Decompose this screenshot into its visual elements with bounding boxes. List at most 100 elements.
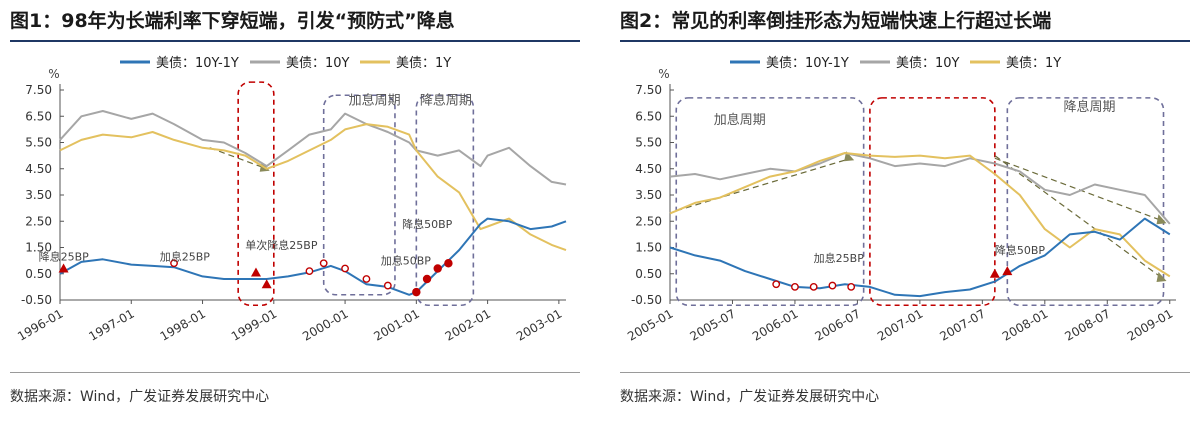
rate-cut-marker: [989, 268, 1000, 278]
y-tick-label: 7.50: [635, 83, 662, 97]
rate-hike-marker: [319, 259, 328, 268]
y-tick-label: 2.50: [25, 214, 52, 228]
y-tick-label: -0.50: [631, 293, 662, 307]
x-tick-label: 1999-01: [229, 306, 279, 343]
legend-label: 美债：10Y-1Y: [766, 56, 849, 71]
y-tick-label: 3.50: [635, 188, 662, 202]
trend-arrowhead: [1156, 272, 1167, 282]
rate-hike-marker: [383, 281, 392, 290]
x-tick-label: 2006-01: [750, 306, 800, 343]
rate-cut-marker: [433, 264, 442, 273]
series-line: [59, 217, 567, 296]
rate-change-label: 单次降息25BP: [245, 238, 318, 252]
x-tick-label: 2005-07: [688, 306, 738, 343]
y-tick-label: 2.50: [635, 214, 662, 228]
y-tick-label: 0.50: [635, 267, 662, 281]
rate-hike-marker: [772, 280, 781, 289]
y-tick-label: 6.50: [635, 109, 662, 123]
title-rule: [620, 40, 1190, 42]
chart-panel-right: 图2：常见的利率倒挂形态为短端快速上行超过长端 美债：10Y-1Y 美债：10Y 美…: [620, 0, 1200, 430]
cycle-highlight-box: [869, 97, 996, 307]
rate-cut-marker: [412, 287, 421, 297]
legend-label: 美债：1Y: [396, 56, 451, 71]
rate-hike-marker: [809, 282, 818, 291]
cycle-label: 加息周期: [349, 92, 401, 108]
rate-cut-marker: [422, 274, 432, 284]
x-tick-label: 2008-01: [1000, 306, 1050, 343]
y-tick-label: 1.50: [25, 241, 52, 255]
x-tick-label: 2008-07: [1062, 306, 1112, 343]
x-tick-label: 2002-01: [443, 306, 493, 343]
cycle-highlight-box: [322, 94, 396, 296]
x-tick-label: 2007-07: [937, 306, 987, 343]
cycle-label: 降息周期: [420, 92, 472, 108]
source-rule: [10, 372, 580, 373]
series-line: [59, 110, 567, 186]
cycle-highlight-box: [415, 94, 475, 307]
series-line: [669, 152, 1171, 278]
source-note: 数据来源：Wind，广发证券发展研究中心: [10, 389, 270, 405]
y-tick-label: 4.50: [25, 162, 52, 176]
x-tick-label: 2006-07: [812, 306, 862, 343]
source-note: 数据来源：Wind，广发证券发展研究中心: [620, 389, 880, 405]
x-tick-label: 2007-01: [875, 306, 925, 343]
x-tick-label: 2003-01: [514, 306, 564, 343]
chart-panel-left: 图1：98年为长端利率下穿短端，引发“预防式”降息 美债：10Y-1Y 美债：10…: [10, 0, 592, 430]
y-tick-label: 5.50: [635, 136, 662, 150]
rate-change-label: 降息50BP: [995, 243, 1046, 257]
cycle-highlight-box: [237, 81, 275, 307]
trend-arrow: [676, 157, 852, 212]
trend-arrow: [994, 157, 1164, 222]
chart-title: 图2：常见的利率倒挂形态为短端快速上行超过长端: [620, 10, 1052, 32]
x-tick-label: 2009-01: [1125, 306, 1175, 343]
trend-arrow: [209, 147, 267, 170]
rate-hike-marker: [362, 275, 371, 283]
legend-label: 美债：10Y: [896, 56, 960, 71]
rate-cut-marker: [261, 279, 272, 289]
rate-hike-marker: [847, 282, 856, 291]
x-tick-label: 1997-01: [86, 306, 136, 343]
y-tick-label: 5.50: [25, 136, 52, 150]
rate-cut-marker: [250, 267, 261, 277]
x-tick-label: 1996-01: [15, 306, 65, 343]
rate-change-label: 加息25BP: [160, 250, 211, 264]
y-tick-label: 7.50: [25, 83, 52, 97]
x-tick-label: 1998-01: [158, 306, 208, 343]
legend-label: 美债：10Y-1Y: [156, 56, 239, 71]
title-rule: [10, 40, 580, 42]
y-tick-label: 6.50: [25, 109, 52, 123]
y-unit-label: %: [658, 67, 669, 81]
rate-cut-marker: [1002, 266, 1013, 276]
series-line: [59, 123, 567, 252]
x-tick-label: 2001-01: [371, 306, 421, 343]
cycle-highlight-box: [1006, 97, 1165, 307]
cycle-highlight-box: [675, 97, 865, 307]
trend-arrow: [994, 155, 1164, 280]
y-tick-label: 4.50: [635, 162, 662, 176]
rate-hike-marker: [791, 282, 799, 291]
trend-arrowhead: [1156, 214, 1167, 225]
rate-cut-marker: [444, 259, 453, 268]
rate-change-label: 降息25BP: [39, 250, 90, 264]
legend-label: 美债：10Y: [286, 56, 350, 71]
series-line: [669, 217, 1171, 298]
rate-change-label: 加息50BP: [381, 254, 432, 268]
rate-hike-marker: [170, 259, 178, 268]
rate-hike-marker: [341, 264, 349, 273]
chart-title: 图1：98年为长端利率下穿短端，引发“预防式”降息: [10, 10, 455, 32]
legend-label: 美债：1Y: [1006, 56, 1061, 71]
rate-change-label: 降息50BP: [402, 217, 453, 231]
rate-hike-marker: [305, 267, 314, 276]
cycle-label: 降息周期: [1064, 99, 1116, 115]
y-unit-label: %: [48, 67, 59, 81]
x-tick-label: 2005-01: [625, 306, 675, 343]
source-rule: [620, 372, 1190, 373]
cycle-label: 加息周期: [714, 112, 766, 128]
y-tick-label: 1.50: [635, 241, 662, 255]
y-tick-label: 3.50: [25, 188, 52, 202]
series-line: [669, 152, 1171, 225]
y-tick-label: 0.50: [25, 267, 52, 281]
rate-cut-marker: [58, 263, 69, 273]
chart-plot-right: 美债：10Y-1Y 美债：10Y 美债：1Y% 7.50 6.50 5.50 4.50 3.5…: [625, 56, 1176, 344]
y-tick-label: -0.50: [21, 293, 52, 307]
